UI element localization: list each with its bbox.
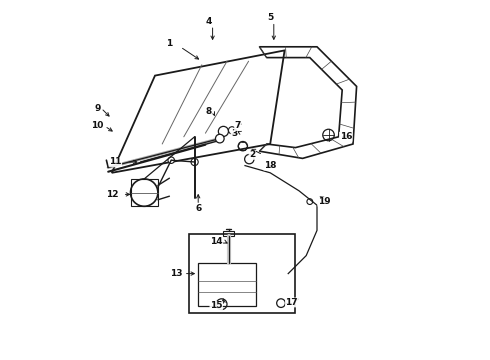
Bar bbox=[223, 231, 234, 236]
Text: 16: 16 bbox=[340, 132, 352, 141]
Text: 11: 11 bbox=[109, 157, 122, 166]
Text: 13: 13 bbox=[171, 269, 183, 278]
Circle shape bbox=[216, 134, 224, 143]
Circle shape bbox=[191, 158, 198, 166]
Text: 12: 12 bbox=[105, 190, 118, 199]
Text: 7: 7 bbox=[235, 122, 241, 130]
Text: 6: 6 bbox=[195, 204, 201, 213]
Text: 15: 15 bbox=[210, 302, 222, 310]
Text: 4: 4 bbox=[206, 17, 212, 26]
Circle shape bbox=[168, 157, 174, 163]
Bar bbox=[198, 263, 256, 306]
Text: 14: 14 bbox=[210, 237, 222, 246]
Text: 5: 5 bbox=[267, 13, 273, 22]
Text: 8: 8 bbox=[206, 107, 212, 116]
Text: 19: 19 bbox=[318, 197, 331, 206]
Text: 10: 10 bbox=[91, 122, 103, 130]
Text: 9: 9 bbox=[94, 104, 100, 112]
Text: 3: 3 bbox=[231, 129, 237, 138]
Text: 18: 18 bbox=[264, 161, 276, 170]
Bar bbox=[130, 179, 158, 206]
Text: 2: 2 bbox=[249, 150, 255, 159]
Text: 17: 17 bbox=[286, 298, 298, 307]
Bar bbox=[189, 234, 295, 313]
Circle shape bbox=[307, 199, 313, 204]
Text: 1: 1 bbox=[166, 39, 172, 48]
